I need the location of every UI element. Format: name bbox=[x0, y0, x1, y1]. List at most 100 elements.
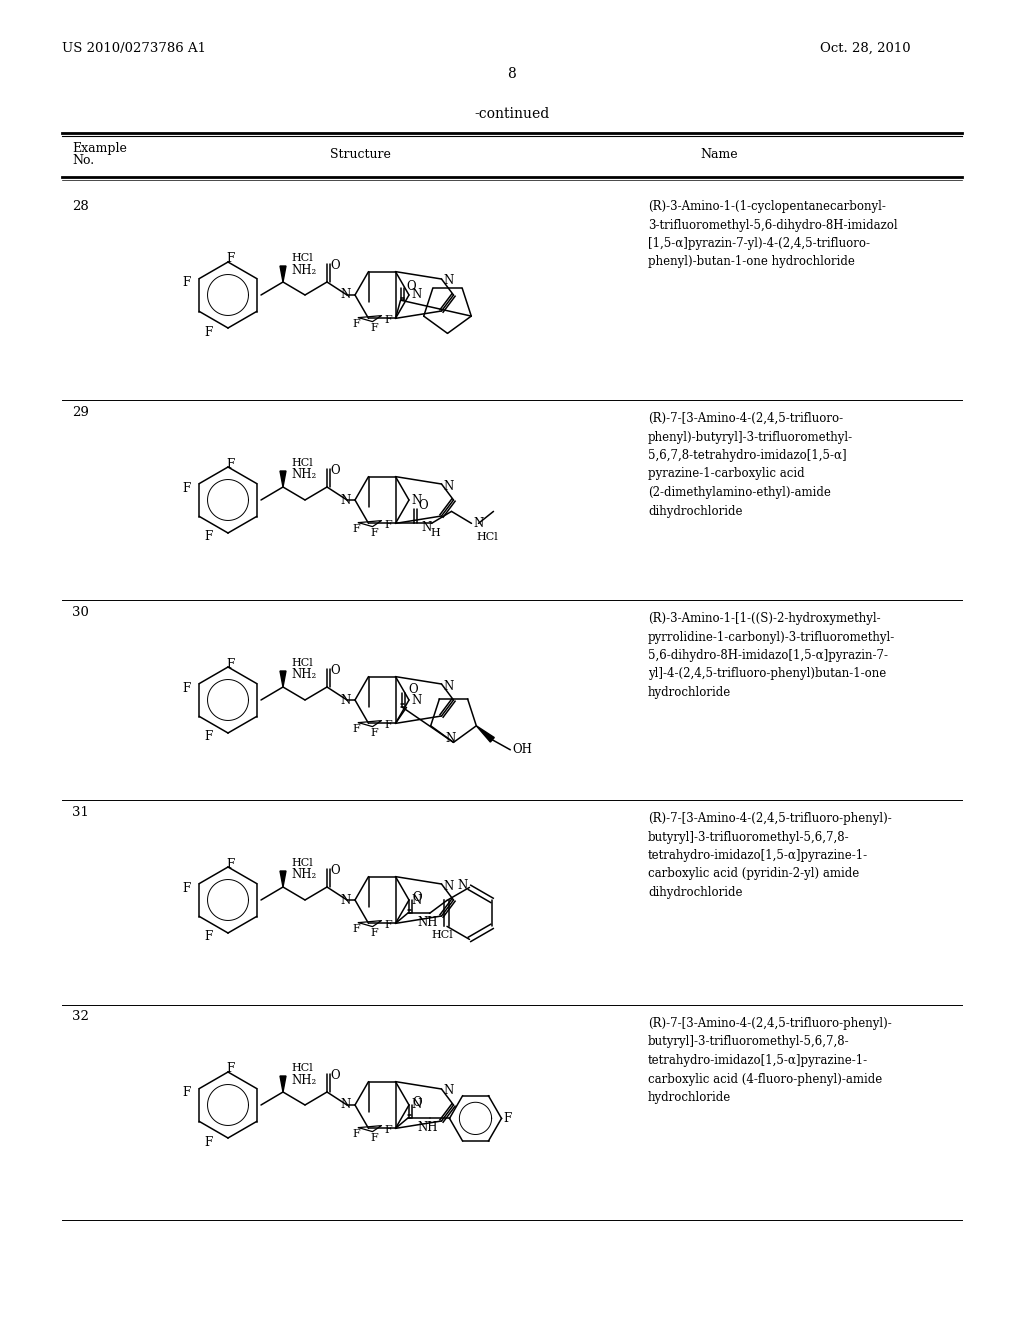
Text: HCl: HCl bbox=[291, 253, 312, 263]
Text: Name: Name bbox=[700, 148, 737, 161]
Text: N: N bbox=[341, 693, 351, 706]
Text: N: N bbox=[443, 879, 454, 892]
Text: OH: OH bbox=[512, 743, 532, 756]
Text: N: N bbox=[443, 1085, 454, 1097]
Text: N: N bbox=[341, 1098, 351, 1111]
Text: HCl: HCl bbox=[476, 532, 499, 543]
Text: F: F bbox=[352, 1129, 360, 1139]
Text: F: F bbox=[371, 1133, 378, 1143]
Text: F: F bbox=[384, 719, 392, 730]
Text: HCl: HCl bbox=[291, 858, 312, 869]
Text: F: F bbox=[226, 657, 234, 671]
Text: NH₂: NH₂ bbox=[291, 1073, 316, 1086]
Text: F: F bbox=[371, 322, 378, 333]
Text: F: F bbox=[352, 924, 360, 933]
Text: N: N bbox=[411, 289, 421, 301]
Text: O: O bbox=[413, 1096, 422, 1109]
Text: 32: 32 bbox=[72, 1011, 89, 1023]
Text: F: F bbox=[204, 326, 212, 338]
Text: F: F bbox=[226, 1063, 234, 1076]
Text: F: F bbox=[182, 882, 191, 895]
Text: N: N bbox=[473, 517, 483, 529]
Text: F: F bbox=[352, 318, 360, 329]
Text: N: N bbox=[411, 693, 421, 706]
Text: NH₂: NH₂ bbox=[291, 668, 316, 681]
Text: HCl: HCl bbox=[431, 931, 454, 940]
Text: N: N bbox=[443, 479, 454, 492]
Text: N: N bbox=[341, 894, 351, 907]
Text: F: F bbox=[182, 482, 191, 495]
Text: F: F bbox=[182, 681, 191, 694]
Text: F: F bbox=[352, 723, 360, 734]
Text: O: O bbox=[409, 682, 418, 696]
Text: O: O bbox=[407, 280, 416, 293]
Text: N: N bbox=[422, 521, 432, 533]
Text: N: N bbox=[341, 289, 351, 301]
Polygon shape bbox=[280, 267, 286, 282]
Text: O: O bbox=[419, 499, 428, 512]
Text: NH₂: NH₂ bbox=[291, 469, 316, 482]
Text: O: O bbox=[330, 664, 340, 677]
Text: NH₂: NH₂ bbox=[291, 264, 316, 276]
Text: F: F bbox=[352, 524, 360, 533]
Text: NH: NH bbox=[418, 916, 438, 929]
Text: F: F bbox=[226, 458, 234, 470]
Text: F: F bbox=[384, 520, 392, 529]
Text: F: F bbox=[204, 931, 212, 944]
Text: F: F bbox=[204, 730, 212, 743]
Text: O: O bbox=[330, 465, 340, 477]
Text: N: N bbox=[458, 879, 468, 892]
Text: F: F bbox=[204, 531, 212, 544]
Text: 29: 29 bbox=[72, 405, 89, 418]
Text: F: F bbox=[182, 276, 191, 289]
Polygon shape bbox=[280, 471, 286, 487]
Text: N: N bbox=[411, 494, 421, 507]
Text: F: F bbox=[384, 920, 392, 929]
Text: O: O bbox=[330, 865, 340, 876]
Text: N: N bbox=[341, 494, 351, 507]
Text: NH: NH bbox=[418, 1121, 438, 1134]
Text: US 2010/0273786 A1: US 2010/0273786 A1 bbox=[62, 42, 206, 55]
Text: (R)-3-Amino-1-[1-((S)-2-hydroxymethyl-
pyrrolidine-1-carbonyl)-3-trifluoromethyl: (R)-3-Amino-1-[1-((S)-2-hydroxymethyl- p… bbox=[648, 612, 895, 700]
Polygon shape bbox=[476, 726, 495, 742]
Text: F: F bbox=[371, 727, 378, 738]
Text: O: O bbox=[413, 891, 422, 904]
Text: Example: Example bbox=[72, 143, 127, 154]
Text: O: O bbox=[330, 259, 340, 272]
Text: 8: 8 bbox=[508, 67, 516, 81]
Polygon shape bbox=[280, 671, 286, 686]
Text: N: N bbox=[443, 275, 454, 288]
Text: HCl: HCl bbox=[291, 657, 312, 668]
Text: F: F bbox=[504, 1111, 512, 1125]
Text: F: F bbox=[384, 1125, 392, 1135]
Text: N: N bbox=[411, 894, 421, 907]
Text: (R)-7-[3-Amino-4-(2,4,5-trifluoro-phenyl)-
butyryl]-3-trifluoromethyl-5,6,7,8-
t: (R)-7-[3-Amino-4-(2,4,5-trifluoro-phenyl… bbox=[648, 812, 892, 899]
Text: H: H bbox=[430, 528, 440, 539]
Text: (R)-7-[3-Amino-4-(2,4,5-trifluoro-
phenyl)-butyryl]-3-trifluoromethyl-
5,6,7,8-t: (R)-7-[3-Amino-4-(2,4,5-trifluoro- pheny… bbox=[648, 412, 853, 517]
Text: F: F bbox=[226, 252, 234, 265]
Text: -continued: -continued bbox=[474, 107, 550, 121]
Text: N: N bbox=[411, 1098, 421, 1111]
Text: F: F bbox=[371, 928, 378, 937]
Text: N: N bbox=[443, 680, 454, 693]
Text: O: O bbox=[330, 1069, 340, 1082]
Text: F: F bbox=[226, 858, 234, 870]
Text: Structure: Structure bbox=[330, 148, 390, 161]
Text: (R)-7-[3-Amino-4-(2,4,5-trifluoro-phenyl)-
butyryl]-3-trifluoromethyl-5,6,7,8-
t: (R)-7-[3-Amino-4-(2,4,5-trifluoro-phenyl… bbox=[648, 1016, 892, 1104]
Text: HCl: HCl bbox=[291, 458, 312, 469]
Text: No.: No. bbox=[72, 154, 94, 168]
Text: F: F bbox=[384, 314, 392, 325]
Text: NH₂: NH₂ bbox=[291, 869, 316, 882]
Text: 30: 30 bbox=[72, 606, 89, 619]
Text: (R)-3-Amino-1-(1-cyclopentanecarbonyl-
3-trifluoromethyl-5,6-dihydro-8H-imidazol: (R)-3-Amino-1-(1-cyclopentanecarbonyl- 3… bbox=[648, 201, 898, 268]
Text: 31: 31 bbox=[72, 805, 89, 818]
Text: F: F bbox=[204, 1135, 212, 1148]
Polygon shape bbox=[280, 871, 286, 887]
Text: HCl: HCl bbox=[291, 1063, 312, 1073]
Polygon shape bbox=[280, 1076, 286, 1092]
Text: F: F bbox=[371, 528, 378, 537]
Text: Oct. 28, 2010: Oct. 28, 2010 bbox=[820, 42, 910, 55]
Text: N: N bbox=[445, 731, 456, 744]
Text: 28: 28 bbox=[72, 201, 89, 214]
Text: F: F bbox=[182, 1086, 191, 1100]
